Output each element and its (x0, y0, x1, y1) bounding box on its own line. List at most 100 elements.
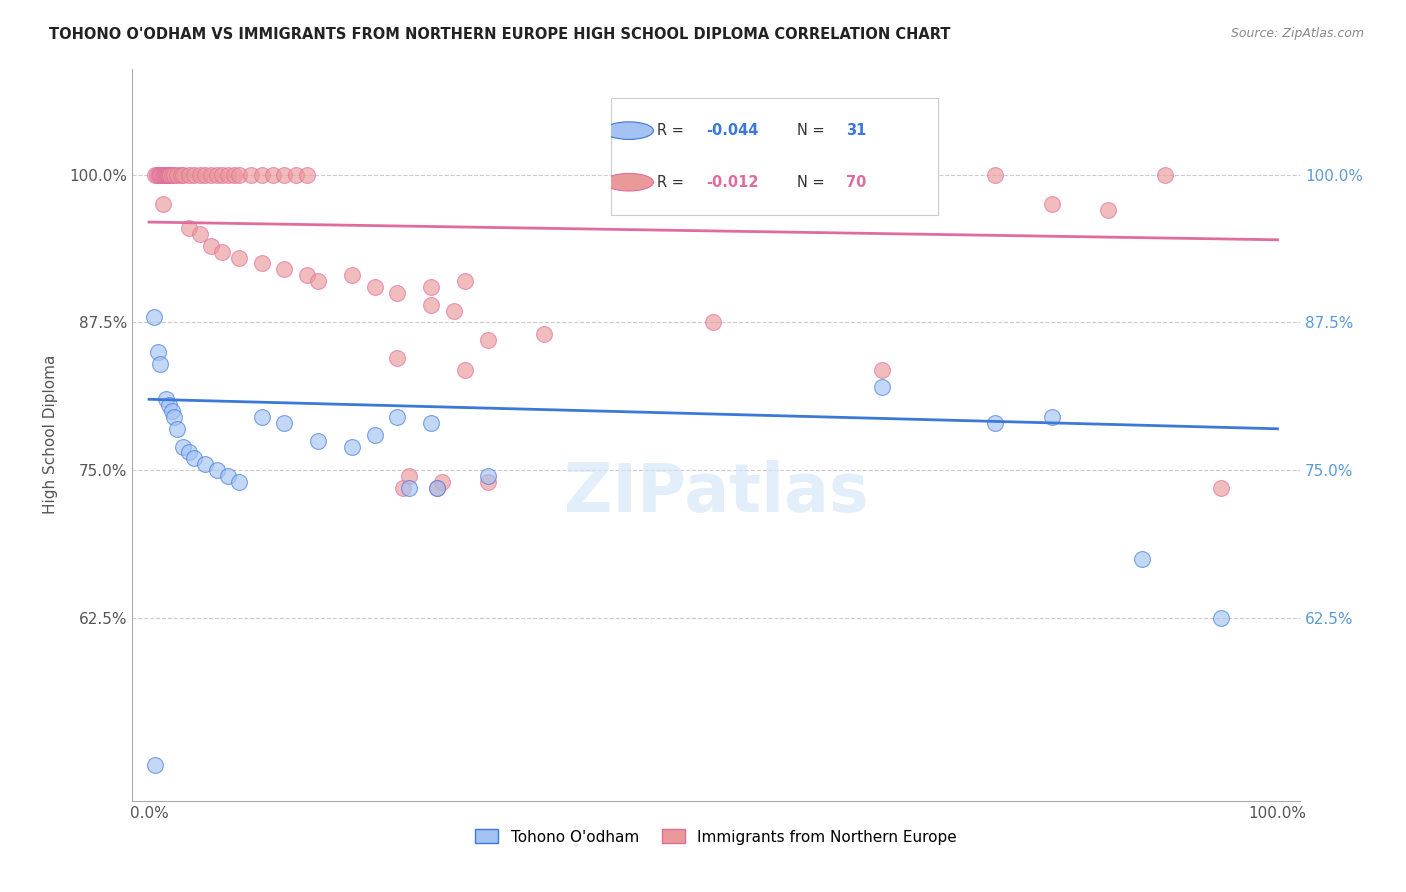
Text: ZIPatlas: ZIPatlas (564, 460, 869, 526)
Point (157, 168, 180, 182)
Point (443, 303, 465, 318)
Y-axis label: High School Diploma: High School Diploma (44, 355, 58, 515)
Point (188, 227, 211, 241)
Point (177, 445, 200, 459)
Point (152, 168, 174, 182)
Point (228, 475, 250, 489)
Point (228, 251, 250, 265)
Point (146, 345, 169, 359)
Point (157, 398, 180, 412)
Point (163, 409, 186, 424)
Point (156, 168, 179, 182)
Point (250, 168, 273, 182)
Point (143, 758, 166, 772)
Point (872, 380, 894, 394)
Point (1040, 409, 1063, 424)
Point (295, 168, 318, 182)
Point (984, 416, 1007, 430)
Point (205, 168, 228, 182)
Point (262, 168, 284, 182)
Point (420, 416, 443, 430)
Point (426, 481, 449, 495)
Point (239, 168, 262, 182)
Point (159, 168, 181, 182)
Point (1153, 168, 1175, 182)
Point (398, 469, 420, 483)
Point (364, 427, 387, 442)
Point (172, 168, 194, 182)
Point (177, 221, 200, 235)
Point (387, 285, 409, 300)
Point (1209, 481, 1232, 495)
Point (273, 416, 295, 430)
Point (148, 168, 170, 182)
Point (157, 168, 180, 182)
Point (143, 168, 166, 182)
Point (1209, 611, 1232, 625)
Point (146, 168, 169, 182)
Point (194, 457, 217, 471)
Text: Source: ZipAtlas.com: Source: ZipAtlas.com (1230, 27, 1364, 40)
Point (250, 409, 273, 424)
Point (426, 481, 449, 495)
Point (149, 168, 172, 182)
Point (205, 463, 228, 477)
Point (177, 168, 200, 182)
Point (340, 268, 363, 283)
Point (273, 168, 295, 182)
Point (1040, 197, 1063, 211)
Point (872, 362, 894, 376)
Point (169, 168, 191, 182)
Point (200, 168, 222, 182)
Point (387, 351, 409, 365)
Point (155, 168, 177, 182)
Point (211, 244, 233, 259)
Point (477, 469, 499, 483)
Point (211, 168, 233, 182)
Point (183, 168, 205, 182)
Point (166, 168, 188, 182)
Point (217, 168, 239, 182)
Point (454, 274, 477, 288)
Point (222, 168, 245, 182)
Point (188, 168, 211, 182)
Point (364, 280, 387, 294)
Point (228, 168, 250, 182)
Point (142, 310, 165, 324)
Point (307, 274, 329, 288)
Point (149, 357, 172, 371)
Point (1130, 551, 1153, 566)
Point (152, 197, 174, 211)
Point (273, 262, 295, 277)
Point (340, 440, 363, 454)
Point (200, 238, 222, 252)
Point (477, 333, 499, 347)
Point (1097, 203, 1119, 218)
Point (166, 422, 188, 436)
Point (432, 475, 454, 489)
Point (160, 404, 183, 418)
Legend: Tohono O'odham, Immigrants from Northern Europe: Tohono O'odham, Immigrants from Northern… (475, 830, 956, 845)
Point (217, 469, 239, 483)
Point (295, 268, 318, 283)
Point (533, 327, 555, 342)
Point (477, 475, 499, 489)
Point (250, 256, 273, 270)
Point (454, 362, 477, 376)
Point (194, 168, 217, 182)
Point (153, 168, 176, 182)
Point (172, 440, 194, 454)
Point (152, 168, 174, 182)
Point (392, 481, 415, 495)
Point (307, 434, 329, 448)
Point (398, 481, 420, 495)
Point (160, 168, 183, 182)
Point (420, 280, 443, 294)
Point (163, 168, 186, 182)
Point (150, 168, 173, 182)
Point (183, 451, 205, 466)
Point (387, 409, 409, 424)
Point (984, 168, 1007, 182)
Text: TOHONO O'ODHAM VS IMMIGRANTS FROM NORTHERN EUROPE HIGH SCHOOL DIPLOMA CORRELATIO: TOHONO O'ODHAM VS IMMIGRANTS FROM NORTHE… (49, 27, 950, 42)
Point (155, 392, 177, 407)
